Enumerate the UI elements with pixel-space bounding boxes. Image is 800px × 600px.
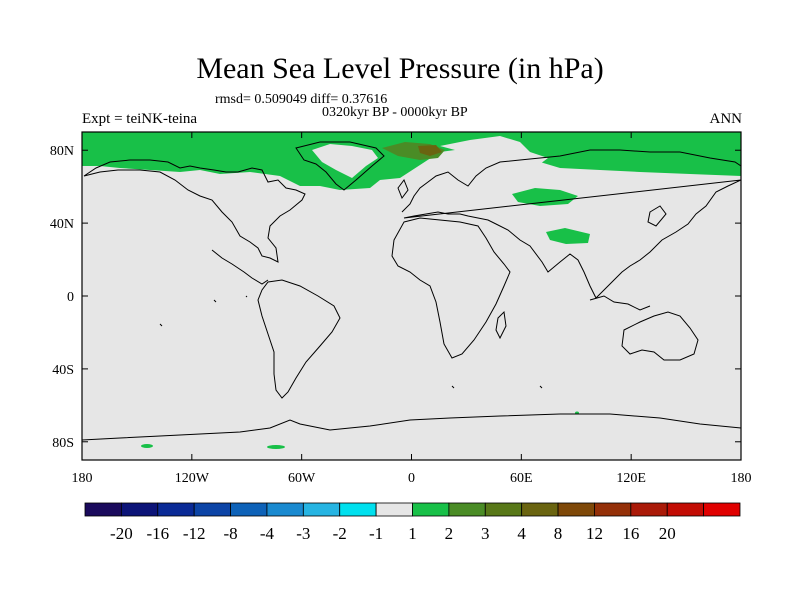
coast-indonesia [589, 295, 651, 311]
lat-tick-label: 40S [52, 363, 74, 378]
map-background [82, 132, 741, 460]
colorbar-label: 2 [445, 524, 454, 543]
colorbar-swatch [266, 502, 304, 517]
map-title: Mean Sea Level Pressure (in hPa) [196, 52, 604, 85]
coast-islands [159, 295, 543, 389]
colorbar-swatch [412, 502, 450, 517]
greenland-neutral-region [312, 144, 378, 178]
colorbar-swatch [230, 502, 268, 517]
colorbar-swatch [630, 502, 668, 517]
colorbar-swatch [375, 502, 413, 517]
colorbar-label: -3 [296, 524, 310, 543]
latitude-axis: 80N 40N 0 40S 80S [50, 144, 741, 451]
colorbar-swatch [448, 502, 486, 517]
antarctic-anomaly-2 [267, 445, 285, 449]
longitude-axis: 180 120W 60W 0 60E 120E 180 [72, 132, 752, 486]
colorbar-label: 1 [408, 524, 417, 543]
coast-north-america [83, 159, 306, 263]
colorbar-swatch [193, 502, 231, 517]
colorbar-label: -20 [110, 524, 133, 543]
colorbar-label: 16 [622, 524, 639, 543]
lon-tick-label: 60W [288, 471, 316, 486]
coastlines [82, 141, 741, 441]
colorbar: -20 -16 -12 -8 -4 -3 -2 -1 1 2 3 4 8 12 16 20 [84, 502, 741, 543]
tibet-anomaly [546, 228, 590, 244]
antarctic-anomaly-1 [141, 444, 153, 448]
colorbar-label: 8 [554, 524, 563, 543]
lon-tick-label: 0 [408, 471, 415, 486]
arctic-anomaly-region [82, 132, 741, 190]
colorbar-label: -16 [146, 524, 169, 543]
colorbar-label: -1 [369, 524, 383, 543]
colorbar-swatch [703, 502, 741, 517]
colorbar-label: 12 [586, 524, 603, 543]
coast-australia [621, 311, 699, 361]
lon-tick-label: 120W [175, 471, 210, 486]
coast-eurasia [401, 149, 741, 299]
colorbar-label: 20 [659, 524, 676, 543]
colorbar-swatch [302, 502, 341, 517]
anomaly-fields [82, 132, 741, 449]
colorbar-swatch [521, 502, 559, 517]
colorbar-swatch [666, 502, 705, 517]
lon-tick-label: 60E [510, 471, 533, 486]
experiment-label: Expt = teiNK-teina [82, 111, 198, 127]
arctic-neutral-region [440, 136, 548, 164]
coast-africa [391, 217, 511, 359]
coast-madagascar [495, 310, 507, 340]
colorbar-label: -4 [260, 524, 275, 543]
lat-tick-label: 0 [67, 290, 74, 305]
colorbar-swatch [594, 502, 632, 517]
coast-antarctica [82, 413, 741, 441]
colorbar-swatch [84, 502, 122, 517]
central-asia-anomaly [512, 188, 578, 206]
coast-central-america [211, 249, 269, 285]
lon-tick-label: 120E [616, 471, 646, 486]
colorbar-swatch [157, 502, 195, 517]
coast-britain [397, 178, 409, 200]
colorbar-label: 3 [481, 524, 490, 543]
coast-greenland [295, 141, 385, 191]
colorbar-swatch [120, 502, 159, 517]
colorbar-swatch [557, 502, 595, 517]
lat-tick-label: 80N [50, 144, 74, 159]
colorbar-swatch [484, 502, 523, 517]
colorbar-swatch [339, 502, 377, 517]
colorbar-label: -8 [223, 524, 237, 543]
coast-south-america [257, 279, 341, 399]
season-label: ANN [709, 111, 743, 127]
stats-line: rmsd= 0.509049 diff= 0.37616 [215, 92, 388, 107]
lat-tick-label: 40N [50, 217, 74, 232]
arctic-peak-anomaly [418, 145, 442, 156]
lat-tick-label: 80S [52, 436, 74, 451]
coast-japan [647, 205, 667, 227]
colorbar-label: -2 [333, 524, 347, 543]
period-line: 0320kyr BP - 0000kyr BP [322, 105, 468, 120]
lon-tick-label: 180 [731, 471, 752, 486]
colorbar-label: 4 [517, 524, 526, 543]
lon-tick-label: 180 [72, 471, 93, 486]
colorbar-label: -12 [183, 524, 206, 543]
